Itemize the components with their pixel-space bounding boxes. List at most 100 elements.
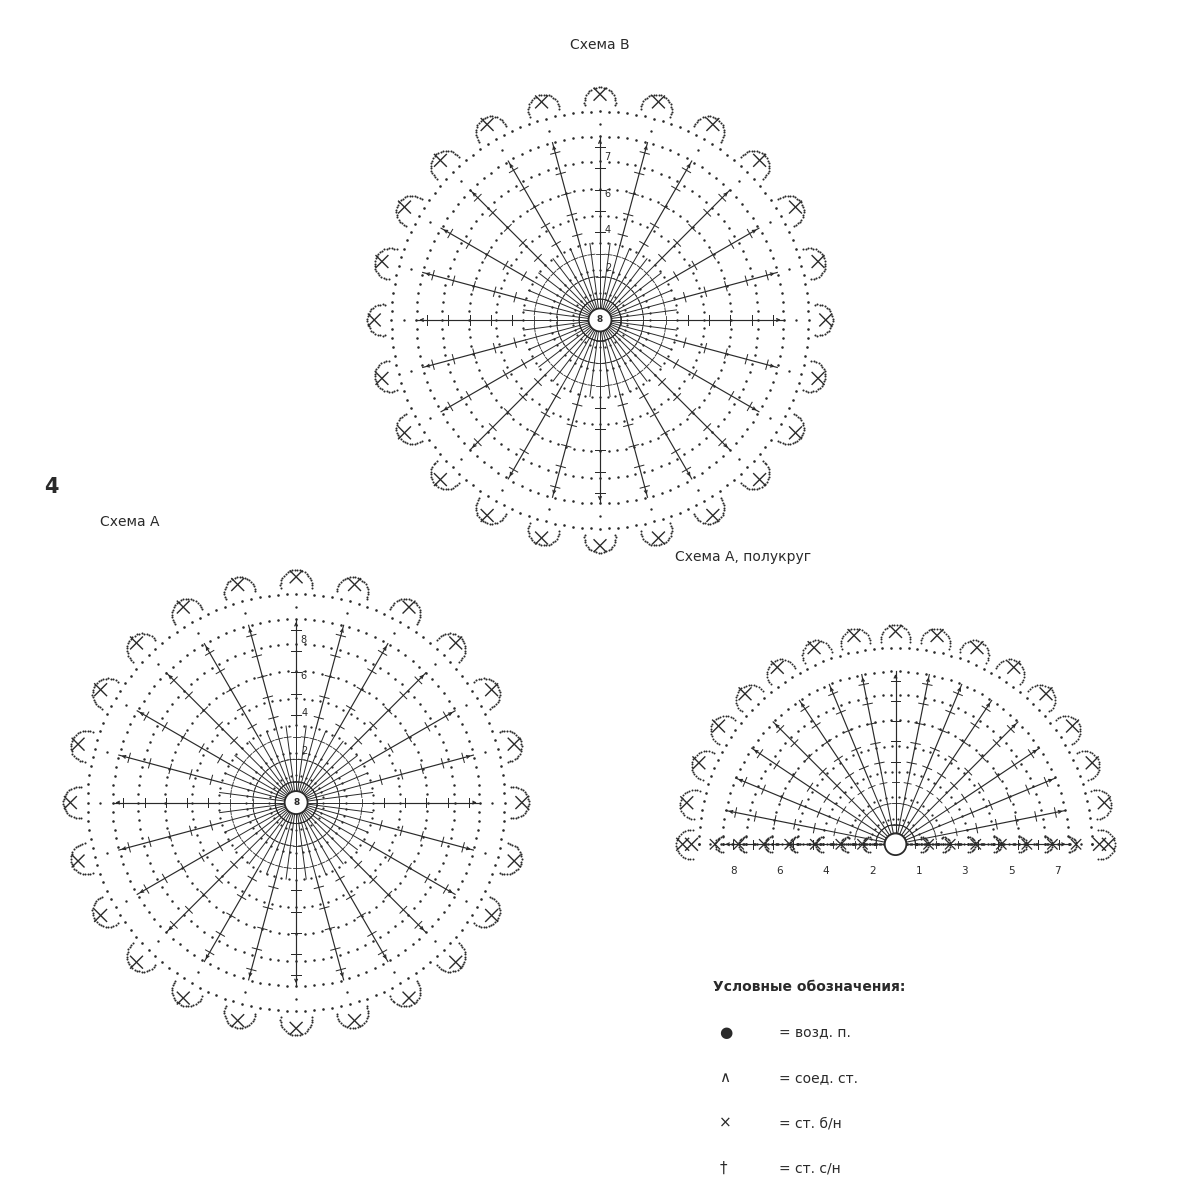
Point (427, 169, 446, 188)
Point (794, 421, 814, 440)
Point (510, 206, 529, 226)
Point (733, 841, 752, 860)
Point (259, 1000, 278, 1019)
Point (468, 491, 487, 510)
Point (450, 628, 469, 647)
Point (523, 232, 542, 251)
Point (694, 326, 713, 346)
Point (408, 990, 427, 1009)
Point (617, 128, 636, 148)
Point (786, 433, 805, 452)
Point (1037, 828, 1056, 847)
Point (1062, 828, 1081, 847)
Point (784, 390, 803, 409)
Point (773, 433, 792, 452)
Point (934, 644, 953, 664)
Point (505, 836, 524, 856)
Point (65, 746, 84, 766)
Point (508, 838, 527, 857)
Point (445, 625, 464, 644)
Point (788, 758, 808, 778)
Point (626, 242, 646, 262)
Point (218, 829, 238, 848)
Point (148, 870, 167, 889)
Point (592, 544, 611, 563)
Point (1097, 821, 1116, 840)
Point (703, 714, 722, 733)
Point (758, 841, 778, 860)
Point (930, 719, 949, 738)
Point (512, 850, 532, 869)
Point (414, 758, 433, 778)
Point (606, 288, 625, 307)
Point (1012, 754, 1031, 773)
Point (782, 840, 802, 859)
Text: †: † (719, 1160, 727, 1176)
Point (767, 835, 786, 854)
Point (623, 211, 642, 230)
Point (383, 329, 402, 348)
Point (551, 280, 570, 299)
Point (1073, 775, 1092, 794)
Point (853, 835, 872, 854)
Point (721, 328, 740, 347)
Point (473, 368, 492, 388)
Point (443, 420, 462, 439)
Point (856, 641, 875, 660)
Point (896, 835, 916, 854)
Point (444, 478, 463, 497)
Point (1070, 721, 1090, 740)
Point (142, 959, 161, 978)
Point (301, 571, 320, 590)
Point (499, 439, 518, 458)
Point (626, 516, 646, 535)
Point (446, 659, 466, 678)
Point (737, 143, 756, 162)
Point (390, 809, 409, 828)
Point (760, 212, 779, 232)
Point (445, 784, 464, 803)
Point (66, 748, 85, 767)
Point (698, 107, 718, 126)
Point (654, 534, 673, 553)
Point (527, 353, 546, 372)
Point (1007, 710, 1026, 730)
Point (396, 866, 415, 886)
Point (382, 319, 401, 338)
Point (401, 222, 420, 241)
Point (421, 158, 440, 178)
Point (983, 758, 1002, 778)
Point (187, 880, 206, 899)
Point (490, 511, 509, 530)
Point (338, 643, 358, 662)
Point (132, 962, 151, 982)
Point (1090, 809, 1109, 828)
Point (787, 827, 806, 846)
Point (365, 254, 384, 274)
Point (1093, 850, 1112, 869)
Point (876, 788, 895, 808)
Point (778, 700, 797, 719)
Point (1006, 802, 1025, 821)
Point (990, 839, 1009, 858)
Point (336, 793, 355, 812)
Point (488, 894, 508, 913)
Point (635, 158, 654, 178)
Point (137, 845, 156, 864)
Point (785, 656, 804, 676)
Point (812, 264, 832, 283)
Point (755, 832, 774, 851)
Point (793, 641, 812, 660)
Point (874, 737, 893, 756)
Point (226, 1018, 245, 1037)
Point (1024, 731, 1043, 750)
Point (744, 676, 763, 695)
Point (755, 838, 774, 857)
Point (462, 739, 481, 758)
Point (1039, 841, 1058, 860)
Point (743, 266, 762, 286)
Point (241, 996, 260, 1015)
Point (271, 574, 290, 593)
Point (215, 822, 234, 841)
Point (358, 314, 377, 334)
